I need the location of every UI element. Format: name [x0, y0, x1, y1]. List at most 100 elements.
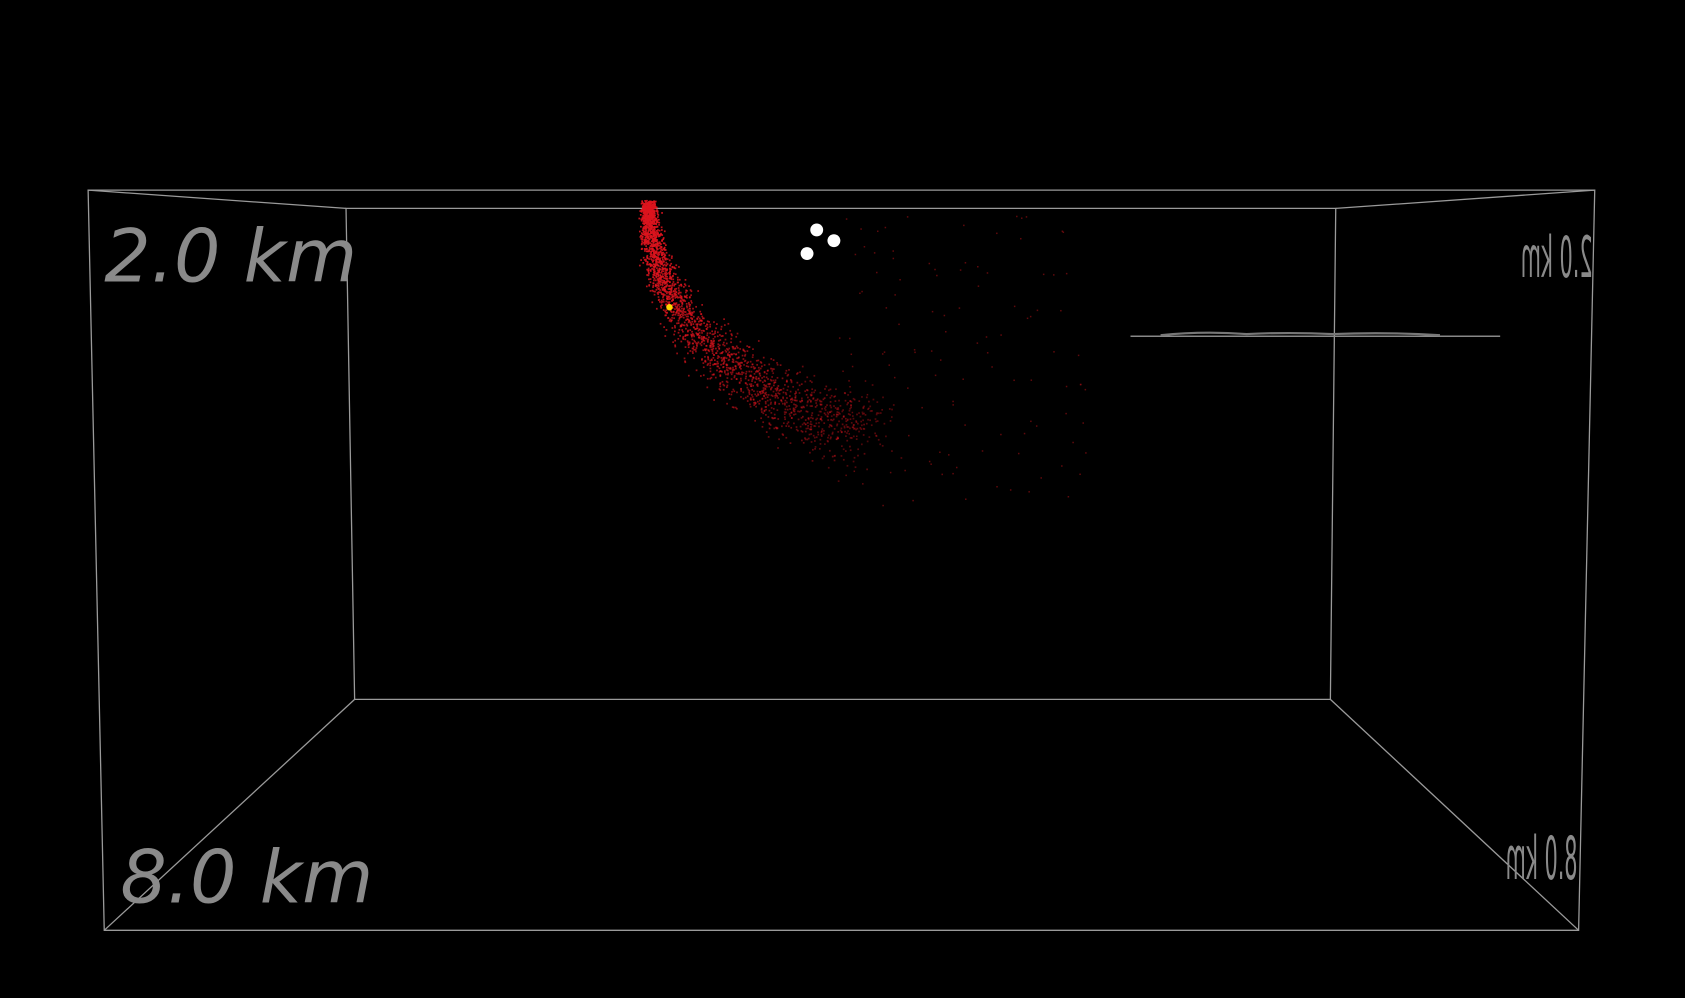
- particle: [853, 424, 855, 426]
- particle: [648, 263, 651, 266]
- particle: [754, 403, 757, 405]
- particle: [770, 401, 772, 404]
- particle: [657, 285, 660, 288]
- particle: [652, 242, 655, 244]
- particle: [762, 412, 765, 415]
- particle: [655, 264, 657, 267]
- particle: [665, 261, 668, 264]
- particle: [813, 436, 816, 439]
- particle: [706, 334, 709, 337]
- particle: [849, 445, 851, 448]
- particle: [779, 389, 782, 391]
- particle: [643, 225, 646, 228]
- particle: [656, 286, 659, 289]
- particle: [651, 267, 653, 270]
- particle: [871, 384, 874, 386]
- particle: [680, 313, 683, 316]
- particle: [778, 402, 781, 405]
- particle: [671, 282, 674, 285]
- particle: [679, 314, 682, 317]
- particle: [679, 309, 682, 312]
- particle: [794, 392, 796, 395]
- particle: [647, 236, 650, 239]
- particle: [846, 403, 849, 406]
- particle: [694, 340, 696, 343]
- particle: [736, 361, 739, 364]
- particle: [674, 267, 677, 270]
- particle: [698, 328, 701, 331]
- particle: [776, 386, 779, 389]
- particle: [768, 422, 771, 425]
- particle: [1053, 274, 1055, 276]
- particle: [707, 349, 710, 352]
- particle: [836, 408, 838, 411]
- particle: [670, 320, 672, 323]
- particle: [849, 427, 851, 430]
- particle: [768, 427, 771, 430]
- particle: [650, 226, 653, 229]
- particle: [683, 321, 686, 324]
- particle: [645, 209, 647, 212]
- depth-label: 8.0 km: [120, 835, 373, 920]
- particle: [790, 401, 793, 403]
- particle: [678, 296, 680, 299]
- particle: [757, 394, 760, 396]
- particle: [655, 210, 658, 212]
- particle: [773, 413, 776, 416]
- particle: [810, 394, 812, 397]
- particle: [723, 358, 725, 361]
- particle: [763, 395, 766, 398]
- particle: [658, 229, 661, 232]
- depth-label: 2.0 km: [104, 214, 357, 299]
- particle: [680, 310, 682, 313]
- particle: [810, 414, 813, 417]
- particle: [667, 291, 670, 294]
- particle: [671, 299, 673, 302]
- particle: [837, 408, 840, 411]
- particle: [641, 238, 644, 240]
- particle: [776, 387, 779, 390]
- particle: [647, 228, 650, 230]
- particle: [754, 367, 756, 369]
- particle: [660, 272, 662, 274]
- particle: [811, 448, 814, 451]
- particle: [660, 246, 663, 248]
- particle: [794, 399, 796, 402]
- particle: [661, 268, 664, 271]
- particle: [697, 333, 699, 336]
- particle: [754, 402, 757, 404]
- particle: [659, 257, 661, 260]
- particle: [672, 281, 675, 283]
- particle: [849, 413, 851, 416]
- particle: [755, 371, 757, 373]
- particle: [661, 256, 664, 259]
- particle: [690, 317, 692, 319]
- particle: [786, 397, 788, 399]
- particle: [657, 279, 659, 282]
- particle: [875, 434, 877, 437]
- particle: [653, 293, 656, 296]
- particle: [668, 277, 671, 280]
- particle: [690, 300, 693, 302]
- box-edge: [103, 698, 356, 931]
- particle: [899, 278, 901, 281]
- particle: [650, 254, 652, 257]
- particle: [647, 243, 649, 245]
- particle: [740, 367, 742, 370]
- particle: [779, 364, 782, 367]
- particle: [876, 401, 879, 403]
- particle: [662, 298, 665, 301]
- particle: [820, 403, 823, 406]
- particle: [875, 435, 878, 437]
- particle: [763, 410, 766, 413]
- particle: [654, 231, 657, 234]
- particle: [723, 371, 726, 374]
- particle: [673, 295, 676, 297]
- particle: [792, 408, 795, 411]
- particle: [668, 302, 671, 305]
- particle: [863, 412, 865, 415]
- particle: [711, 373, 714, 376]
- particle: [764, 392, 766, 395]
- particle: [682, 337, 684, 339]
